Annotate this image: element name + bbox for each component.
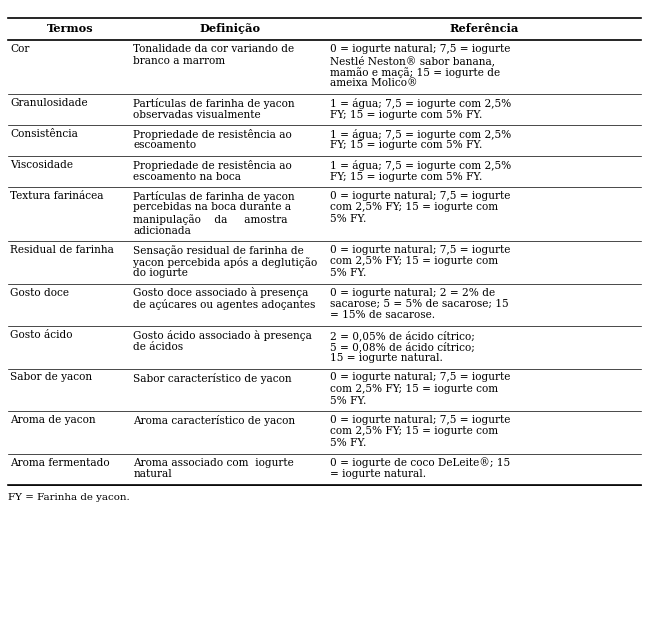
Text: Gosto doce associado à presença: Gosto doce associado à presença <box>134 288 309 298</box>
Text: Tonalidade da cor variando de: Tonalidade da cor variando de <box>134 44 295 54</box>
Text: = iogurte natural.: = iogurte natural. <box>330 469 426 479</box>
Text: de ácidos: de ácidos <box>134 342 184 352</box>
Text: Aroma associado com  iogurte: Aroma associado com iogurte <box>134 458 294 467</box>
Text: yacon percebida após a deglutição: yacon percebida após a deglutição <box>134 257 317 267</box>
Text: Textura farinácea: Textura farinácea <box>10 191 103 201</box>
Text: Cor: Cor <box>10 44 29 54</box>
Text: adicionada: adicionada <box>134 226 191 236</box>
Text: 5% FY.: 5% FY. <box>330 268 366 278</box>
Text: Partículas de farinha de yacon: Partículas de farinha de yacon <box>134 191 295 202</box>
Text: 5 = 0,08% de ácido cítrico;: 5 = 0,08% de ácido cítrico; <box>330 342 474 352</box>
Text: mamão e maçã; 15 = iogurte de: mamão e maçã; 15 = iogurte de <box>330 67 500 78</box>
Text: Sabor de yacon: Sabor de yacon <box>10 373 92 383</box>
Text: 0 = iogurte natural; 7,5 = iogurte: 0 = iogurte natural; 7,5 = iogurte <box>330 373 510 383</box>
Text: 1 = água; 7,5 = iogurte com 2,5%: 1 = água; 7,5 = iogurte com 2,5% <box>330 98 511 109</box>
Text: 15 = iogurte natural.: 15 = iogurte natural. <box>330 353 443 363</box>
Text: Consistência: Consistência <box>10 129 78 139</box>
Text: branco a marrom: branco a marrom <box>134 56 226 66</box>
Text: Partículas de farinha de yacon: Partículas de farinha de yacon <box>134 98 295 109</box>
Text: percebidas na boca durante a: percebidas na boca durante a <box>134 203 291 213</box>
Text: Nestlé Neston® sabor banana,: Nestlé Neston® sabor banana, <box>330 56 495 66</box>
Text: Referência: Referência <box>450 24 519 35</box>
Text: FY; 15 = iogurte com 5% FY.: FY; 15 = iogurte com 5% FY. <box>330 141 482 151</box>
Text: 0 = iogurte natural; 7,5 = iogurte: 0 = iogurte natural; 7,5 = iogurte <box>330 191 510 201</box>
Text: com 2,5% FY; 15 = iogurte com: com 2,5% FY; 15 = iogurte com <box>330 257 498 267</box>
Text: 2 = 0,05% de ácido cítrico;: 2 = 0,05% de ácido cítrico; <box>330 330 474 341</box>
Text: FY; 15 = iogurte com 5% FY.: FY; 15 = iogurte com 5% FY. <box>330 172 482 182</box>
Text: 0 = iogurte natural; 7,5 = iogurte: 0 = iogurte natural; 7,5 = iogurte <box>330 415 510 425</box>
Text: FY; 15 = iogurte com 5% FY.: FY; 15 = iogurte com 5% FY. <box>330 110 482 120</box>
Text: = 15% de sacarose.: = 15% de sacarose. <box>330 311 435 321</box>
Text: ameixa Molico®: ameixa Molico® <box>330 79 417 89</box>
Text: escoamento: escoamento <box>134 141 197 151</box>
Text: Gosto doce: Gosto doce <box>10 288 69 298</box>
Text: do iogurte: do iogurte <box>134 268 188 278</box>
Text: natural: natural <box>134 469 172 479</box>
Text: 1 = água; 7,5 = iogurte com 2,5%: 1 = água; 7,5 = iogurte com 2,5% <box>330 160 511 171</box>
Text: de açúcares ou agentes adoçantes: de açúcares ou agentes adoçantes <box>134 299 316 310</box>
Text: Gosto ácido associado à presença: Gosto ácido associado à presença <box>134 330 312 341</box>
Text: escoamento na boca: escoamento na boca <box>134 172 241 182</box>
Text: FY = Farinha de yacon.: FY = Farinha de yacon. <box>8 492 130 502</box>
Text: Propriedade de resistência ao: Propriedade de resistência ao <box>134 129 292 140</box>
Text: 1 = água; 7,5 = iogurte com 2,5%: 1 = água; 7,5 = iogurte com 2,5% <box>330 129 511 140</box>
Text: Gosto ácido: Gosto ácido <box>10 330 73 340</box>
Text: Residual de farinha: Residual de farinha <box>10 245 114 255</box>
Text: Aroma fermentado: Aroma fermentado <box>10 458 110 467</box>
Text: Viscosidade: Viscosidade <box>10 160 73 170</box>
Text: 0 = iogurte natural; 7,5 = iogurte: 0 = iogurte natural; 7,5 = iogurte <box>330 44 510 54</box>
Text: 5% FY.: 5% FY. <box>330 214 366 224</box>
Text: 0 = iogurte de coco DeLeite®; 15: 0 = iogurte de coco DeLeite®; 15 <box>330 458 510 468</box>
Text: Aroma característico de yacon: Aroma característico de yacon <box>134 415 295 426</box>
Text: Definição: Definição <box>199 24 260 35</box>
Text: 0 = iogurte natural; 7,5 = iogurte: 0 = iogurte natural; 7,5 = iogurte <box>330 245 510 255</box>
Text: manipulação    da     amostra: manipulação da amostra <box>134 214 288 225</box>
Text: com 2,5% FY; 15 = iogurte com: com 2,5% FY; 15 = iogurte com <box>330 203 498 213</box>
Text: Sensação residual de farinha de: Sensação residual de farinha de <box>134 245 304 256</box>
Text: 5% FY.: 5% FY. <box>330 396 366 405</box>
Text: Aroma de yacon: Aroma de yacon <box>10 415 95 425</box>
Text: 0 = iogurte natural; 2 = 2% de: 0 = iogurte natural; 2 = 2% de <box>330 288 495 298</box>
Text: Termos: Termos <box>47 24 93 35</box>
Text: Propriedade de resistência ao: Propriedade de resistência ao <box>134 160 292 171</box>
Text: sacarose; 5 = 5% de sacarose; 15: sacarose; 5 = 5% de sacarose; 15 <box>330 299 508 309</box>
Text: Sabor característico de yacon: Sabor característico de yacon <box>134 373 292 384</box>
Text: 5% FY.: 5% FY. <box>330 438 366 448</box>
Text: com 2,5% FY; 15 = iogurte com: com 2,5% FY; 15 = iogurte com <box>330 427 498 436</box>
Text: com 2,5% FY; 15 = iogurte com: com 2,5% FY; 15 = iogurte com <box>330 384 498 394</box>
Text: observadas visualmente: observadas visualmente <box>134 110 261 120</box>
Text: Granulosidade: Granulosidade <box>10 98 88 108</box>
